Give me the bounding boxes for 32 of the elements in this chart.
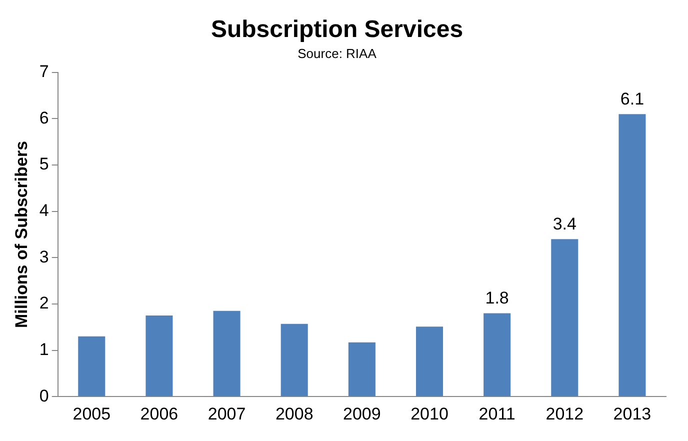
data-label: 3.4 <box>552 214 576 234</box>
y-tick-label: 7 <box>39 62 49 82</box>
chart-title: Subscription Services <box>210 16 464 44</box>
x-tick-label: 2006 <box>140 404 178 424</box>
x-tick-label: 2013 <box>613 404 652 424</box>
bar <box>618 114 646 396</box>
bar <box>551 239 578 396</box>
bar <box>146 316 173 396</box>
x-tick-label: 2008 <box>275 404 314 424</box>
data-label: 1.8 <box>485 288 509 308</box>
x-tick-label: 2007 <box>208 404 246 424</box>
bar <box>416 326 444 396</box>
bar <box>348 342 376 396</box>
y-tick-label: 0 <box>39 386 49 406</box>
y-tick-label: 6 <box>39 108 49 128</box>
y-tick-label: 4 <box>39 201 49 220</box>
x-tick-label: 2005 <box>72 404 111 424</box>
y-axis-title: Millions of Subscribers <box>12 140 31 328</box>
x-tick-label: 2011 <box>478 404 516 424</box>
x-tick-label: 2009 <box>343 404 381 424</box>
bar <box>280 324 308 396</box>
y-tick-label: 2 <box>39 294 49 313</box>
data-label: 6.1 <box>620 89 644 108</box>
y-tick-label: 3 <box>39 247 49 266</box>
bar <box>78 336 106 396</box>
y-tick-label: 1 <box>39 340 49 359</box>
bar <box>484 313 511 396</box>
x-tick-label: 2012 <box>546 404 584 424</box>
x-tick-label: 2010 <box>410 404 448 424</box>
chart-subtitle: Source: RIAA <box>298 46 377 62</box>
bar <box>213 310 240 396</box>
y-tick-label: 5 <box>39 154 49 174</box>
